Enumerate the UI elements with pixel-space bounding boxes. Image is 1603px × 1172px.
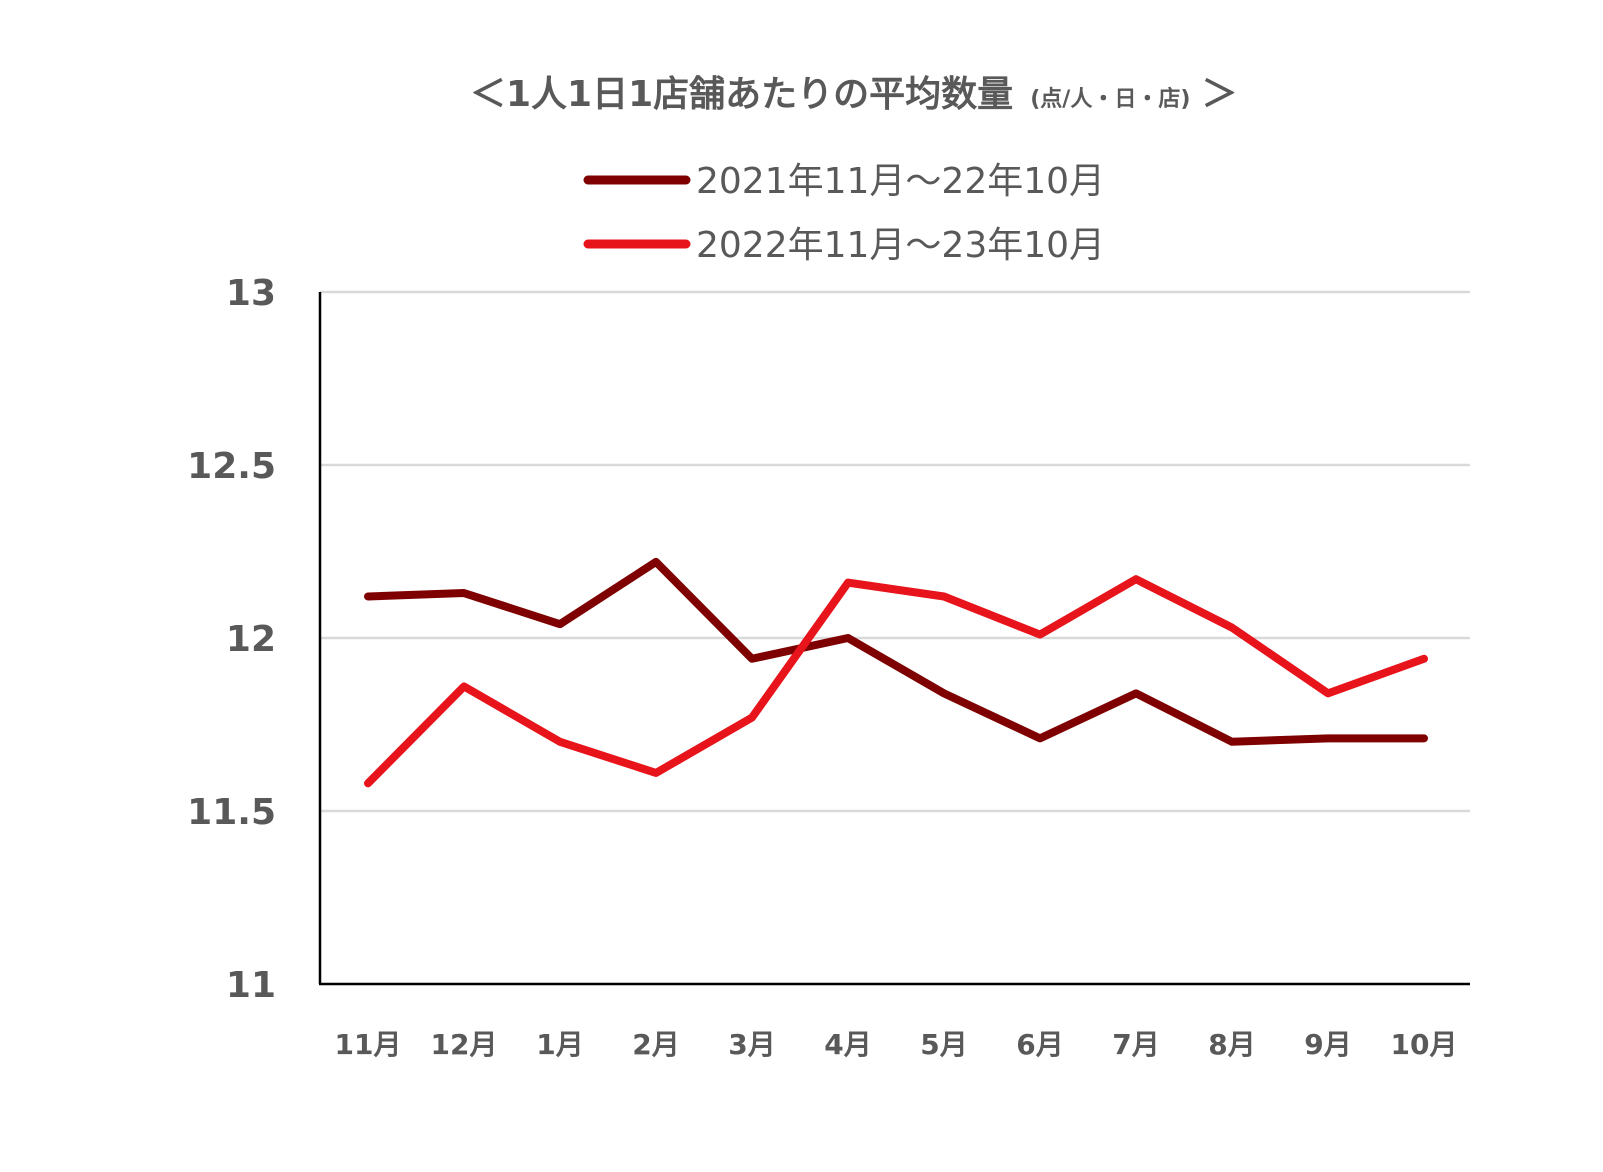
chart-title: ＜1人1日1店舗あたりの平均数量 (点/人・日・店) ＞ [470, 74, 1238, 115]
chart-title-close: ＞ [1202, 74, 1238, 115]
y-tick-label: 12.5 [187, 446, 276, 487]
x-tick-label: 2月 [632, 1028, 679, 1061]
x-tick-label: 7月 [1112, 1028, 1159, 1061]
x-tick-label: 11月 [335, 1028, 402, 1061]
y-tick-label: 11 [226, 965, 276, 1006]
series-line-2 [364, 575, 1428, 788]
series-lines [364, 557, 1428, 788]
x-tick-label: 6月 [1016, 1028, 1063, 1061]
y-tick-label: 13 [226, 273, 276, 314]
x-tick-label: 12月 [431, 1028, 498, 1061]
y-tick-label: 12 [226, 619, 276, 660]
legend-label-series-1: 2021年11月～22年10月 [696, 161, 1105, 202]
x-axis-ticks: 11月 12月 1月 2月 3月 4月 5月 6月 7月 8月 9月 10月 [335, 1028, 1458, 1061]
chart-title-unit: (点/人・日・店) [1030, 86, 1190, 112]
x-tick-label: 4月 [824, 1028, 871, 1061]
y-tick-label: 11.5 [187, 792, 276, 833]
x-tick-label: 8月 [1208, 1028, 1255, 1061]
legend: 2021年11月～22年10月 2022年11月～23年10月 [583, 161, 1105, 266]
legend-label-series-2: 2022年11月～23年10月 [696, 225, 1105, 266]
chart-title-main: ＜1人1日1店舗あたりの平均数量 [470, 74, 1013, 115]
series-line-1 [364, 557, 1428, 746]
x-tick-label: 3月 [728, 1028, 775, 1061]
x-tick-label: 10月 [1391, 1028, 1458, 1061]
x-tick-label: 5月 [920, 1028, 967, 1061]
x-tick-label: 1月 [536, 1028, 583, 1061]
x-tick-label: 9月 [1304, 1028, 1351, 1061]
y-axis-ticks: 11 11.5 12 12.5 13 [187, 273, 276, 1006]
gridlines [320, 290, 1470, 813]
